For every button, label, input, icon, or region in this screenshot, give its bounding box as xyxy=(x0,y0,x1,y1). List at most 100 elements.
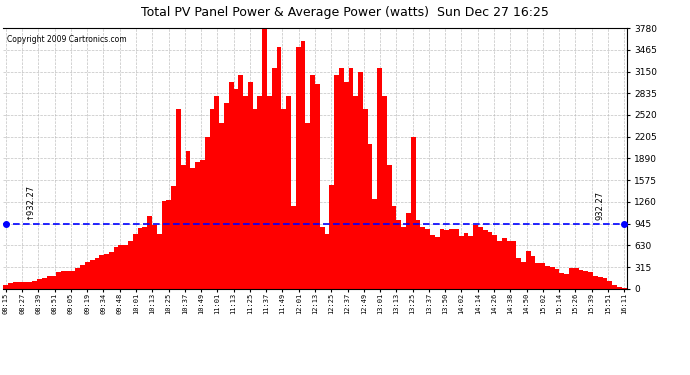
Bar xyxy=(296,47,301,289)
Bar xyxy=(80,266,85,289)
Bar xyxy=(181,165,186,289)
Bar xyxy=(521,262,526,289)
Bar xyxy=(195,162,200,289)
Bar xyxy=(319,227,324,289)
Bar xyxy=(569,268,574,289)
Bar xyxy=(99,255,104,289)
Bar xyxy=(104,254,109,289)
Bar xyxy=(406,213,411,289)
Bar xyxy=(540,263,545,289)
Bar xyxy=(219,123,224,289)
Bar xyxy=(61,271,66,289)
Bar xyxy=(3,285,8,289)
Bar xyxy=(622,288,627,289)
Bar xyxy=(18,282,23,289)
Bar xyxy=(339,68,344,289)
Bar xyxy=(243,96,248,289)
Bar xyxy=(583,272,588,289)
Bar xyxy=(526,251,531,289)
Bar xyxy=(593,276,598,289)
Text: 932.27: 932.27 xyxy=(595,191,604,220)
Bar xyxy=(368,144,373,289)
Bar xyxy=(574,268,579,289)
Bar xyxy=(588,272,593,289)
Bar xyxy=(282,110,286,289)
Bar xyxy=(469,236,473,289)
Bar xyxy=(516,258,521,289)
Bar xyxy=(51,276,56,289)
Text: ↑932.27: ↑932.27 xyxy=(26,184,34,220)
Bar xyxy=(324,234,329,289)
Text: Total PV Panel Power & Average Power (watts)  Sun Dec 27 16:25: Total PV Panel Power & Average Power (wa… xyxy=(141,6,549,19)
Bar xyxy=(90,260,95,289)
Bar xyxy=(75,268,80,289)
Bar xyxy=(564,274,569,289)
Bar xyxy=(488,232,493,289)
Bar xyxy=(493,235,497,289)
Bar xyxy=(277,47,282,289)
Text: Copyright 2009 Cartronics.com: Copyright 2009 Cartronics.com xyxy=(7,34,126,44)
Bar xyxy=(420,227,425,289)
Bar xyxy=(363,110,368,289)
Bar xyxy=(411,137,415,289)
Bar xyxy=(334,75,339,289)
Bar xyxy=(157,234,161,289)
Bar xyxy=(248,82,253,289)
Bar xyxy=(598,277,602,289)
Bar xyxy=(511,241,516,289)
Bar xyxy=(291,206,296,289)
Bar xyxy=(13,282,18,289)
Bar xyxy=(85,262,90,289)
Bar xyxy=(329,185,334,289)
Bar xyxy=(124,245,128,289)
Bar xyxy=(531,256,535,289)
Bar xyxy=(535,263,540,289)
Bar xyxy=(142,227,147,289)
Bar xyxy=(545,266,550,289)
Bar xyxy=(23,282,28,289)
Bar xyxy=(109,252,114,289)
Bar xyxy=(602,278,607,289)
Bar xyxy=(171,186,176,289)
Bar xyxy=(440,229,444,289)
Bar xyxy=(459,236,464,289)
Bar xyxy=(444,230,449,289)
Bar xyxy=(190,168,195,289)
Bar xyxy=(502,238,506,289)
Bar xyxy=(473,225,478,289)
Bar xyxy=(166,200,171,289)
Bar xyxy=(42,278,47,289)
Bar xyxy=(435,237,440,289)
Bar xyxy=(579,270,583,289)
Bar xyxy=(560,273,564,289)
Bar xyxy=(425,229,430,289)
Bar xyxy=(415,220,420,289)
Bar xyxy=(200,160,205,289)
Bar xyxy=(555,269,560,289)
Bar xyxy=(358,72,363,289)
Bar xyxy=(233,89,238,289)
Bar xyxy=(215,96,219,289)
Bar xyxy=(47,276,51,289)
Bar xyxy=(464,233,469,289)
Bar xyxy=(114,247,119,289)
Bar xyxy=(377,68,382,289)
Bar xyxy=(186,151,190,289)
Bar xyxy=(617,286,622,289)
Bar xyxy=(373,199,377,289)
Bar xyxy=(128,241,133,289)
Bar xyxy=(506,242,511,289)
Bar xyxy=(478,227,483,289)
Bar xyxy=(253,110,257,289)
Bar xyxy=(550,267,555,289)
Bar xyxy=(306,123,310,289)
Bar xyxy=(310,75,315,289)
Bar xyxy=(348,68,353,289)
Bar xyxy=(56,272,61,289)
Bar xyxy=(152,225,157,289)
Bar xyxy=(238,75,243,289)
Bar xyxy=(454,229,459,289)
Bar xyxy=(607,281,612,289)
Bar xyxy=(612,285,617,289)
Bar xyxy=(267,96,272,289)
